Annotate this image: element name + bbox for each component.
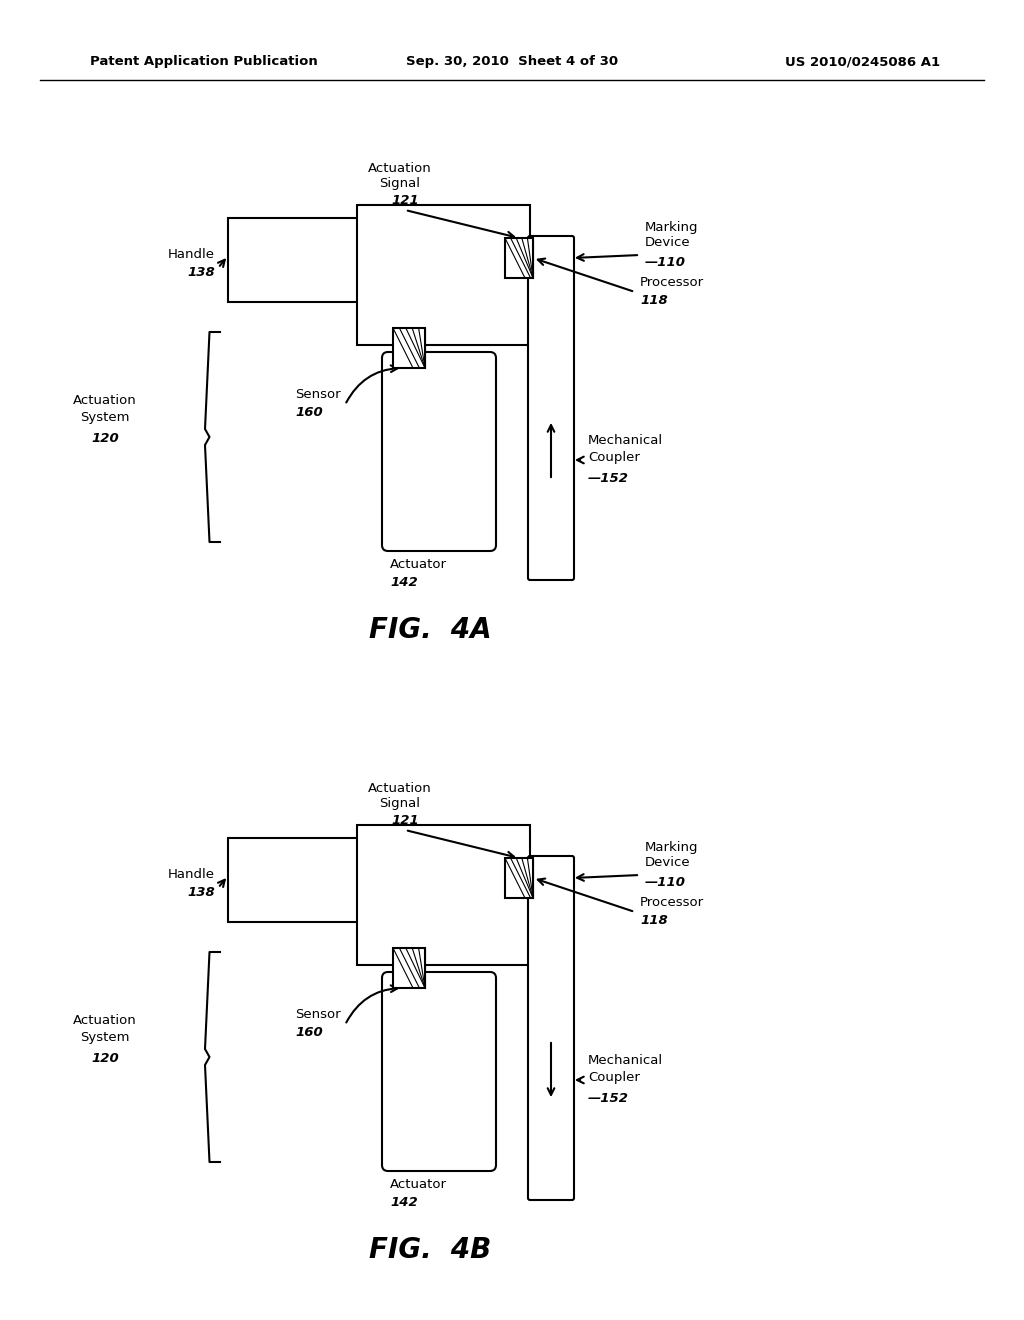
Text: Marking: Marking: [645, 222, 698, 235]
Text: Marking: Marking: [645, 842, 698, 854]
Text: —110: —110: [645, 256, 686, 268]
Text: Signal: Signal: [380, 177, 421, 190]
Text: 120: 120: [91, 1052, 119, 1064]
Bar: [393, 327, 425, 368]
Text: 138: 138: [187, 887, 215, 899]
Text: Actuator: Actuator: [390, 558, 447, 572]
Text: 121: 121: [391, 194, 419, 207]
Text: Sensor: Sensor: [295, 388, 341, 401]
Text: Actuation: Actuation: [368, 161, 432, 174]
Text: Device: Device: [645, 236, 690, 249]
Text: System: System: [80, 412, 130, 425]
Text: 118: 118: [640, 293, 668, 306]
Text: Coupler: Coupler: [588, 1072, 640, 1085]
Text: Coupler: Coupler: [588, 451, 640, 465]
Text: 121: 121: [391, 814, 419, 828]
Text: Handle: Handle: [168, 248, 215, 261]
Text: System: System: [80, 1031, 130, 1044]
Text: Actuator: Actuator: [390, 1179, 447, 1192]
Bar: [393, 948, 425, 987]
Text: Processor: Processor: [640, 895, 705, 908]
FancyBboxPatch shape: [382, 352, 496, 550]
Bar: [505, 238, 534, 279]
Text: Sensor: Sensor: [295, 1008, 341, 1022]
Text: —110: —110: [645, 875, 686, 888]
Bar: [505, 858, 534, 898]
Text: Handle: Handle: [168, 869, 215, 882]
Text: Sep. 30, 2010  Sheet 4 of 30: Sep. 30, 2010 Sheet 4 of 30: [406, 55, 618, 69]
FancyBboxPatch shape: [528, 236, 574, 579]
Bar: [228, 838, 368, 921]
Bar: [357, 825, 530, 965]
Text: 118: 118: [640, 913, 668, 927]
Text: 138: 138: [187, 267, 215, 280]
FancyBboxPatch shape: [528, 855, 574, 1200]
Text: 120: 120: [91, 432, 119, 445]
Text: Actuation: Actuation: [73, 1014, 137, 1027]
Text: 160: 160: [295, 407, 323, 420]
Text: Patent Application Publication: Patent Application Publication: [90, 55, 317, 69]
Text: Device: Device: [645, 857, 690, 870]
Text: 160: 160: [295, 1027, 323, 1040]
Bar: [228, 218, 368, 302]
Text: FIG.  4A: FIG. 4A: [369, 616, 492, 644]
Bar: [357, 205, 530, 345]
Text: US 2010/0245086 A1: US 2010/0245086 A1: [784, 55, 940, 69]
Text: Mechanical: Mechanical: [588, 433, 664, 446]
Text: Mechanical: Mechanical: [588, 1053, 664, 1067]
FancyBboxPatch shape: [382, 972, 496, 1171]
Text: Actuation: Actuation: [368, 781, 432, 795]
Text: Signal: Signal: [380, 796, 421, 809]
Text: FIG.  4B: FIG. 4B: [369, 1236, 492, 1265]
Text: 142: 142: [390, 1196, 418, 1209]
Text: Processor: Processor: [640, 276, 705, 289]
Text: —152: —152: [588, 1092, 629, 1105]
Text: Actuation: Actuation: [73, 393, 137, 407]
Text: 142: 142: [390, 577, 418, 590]
Text: —152: —152: [588, 471, 629, 484]
